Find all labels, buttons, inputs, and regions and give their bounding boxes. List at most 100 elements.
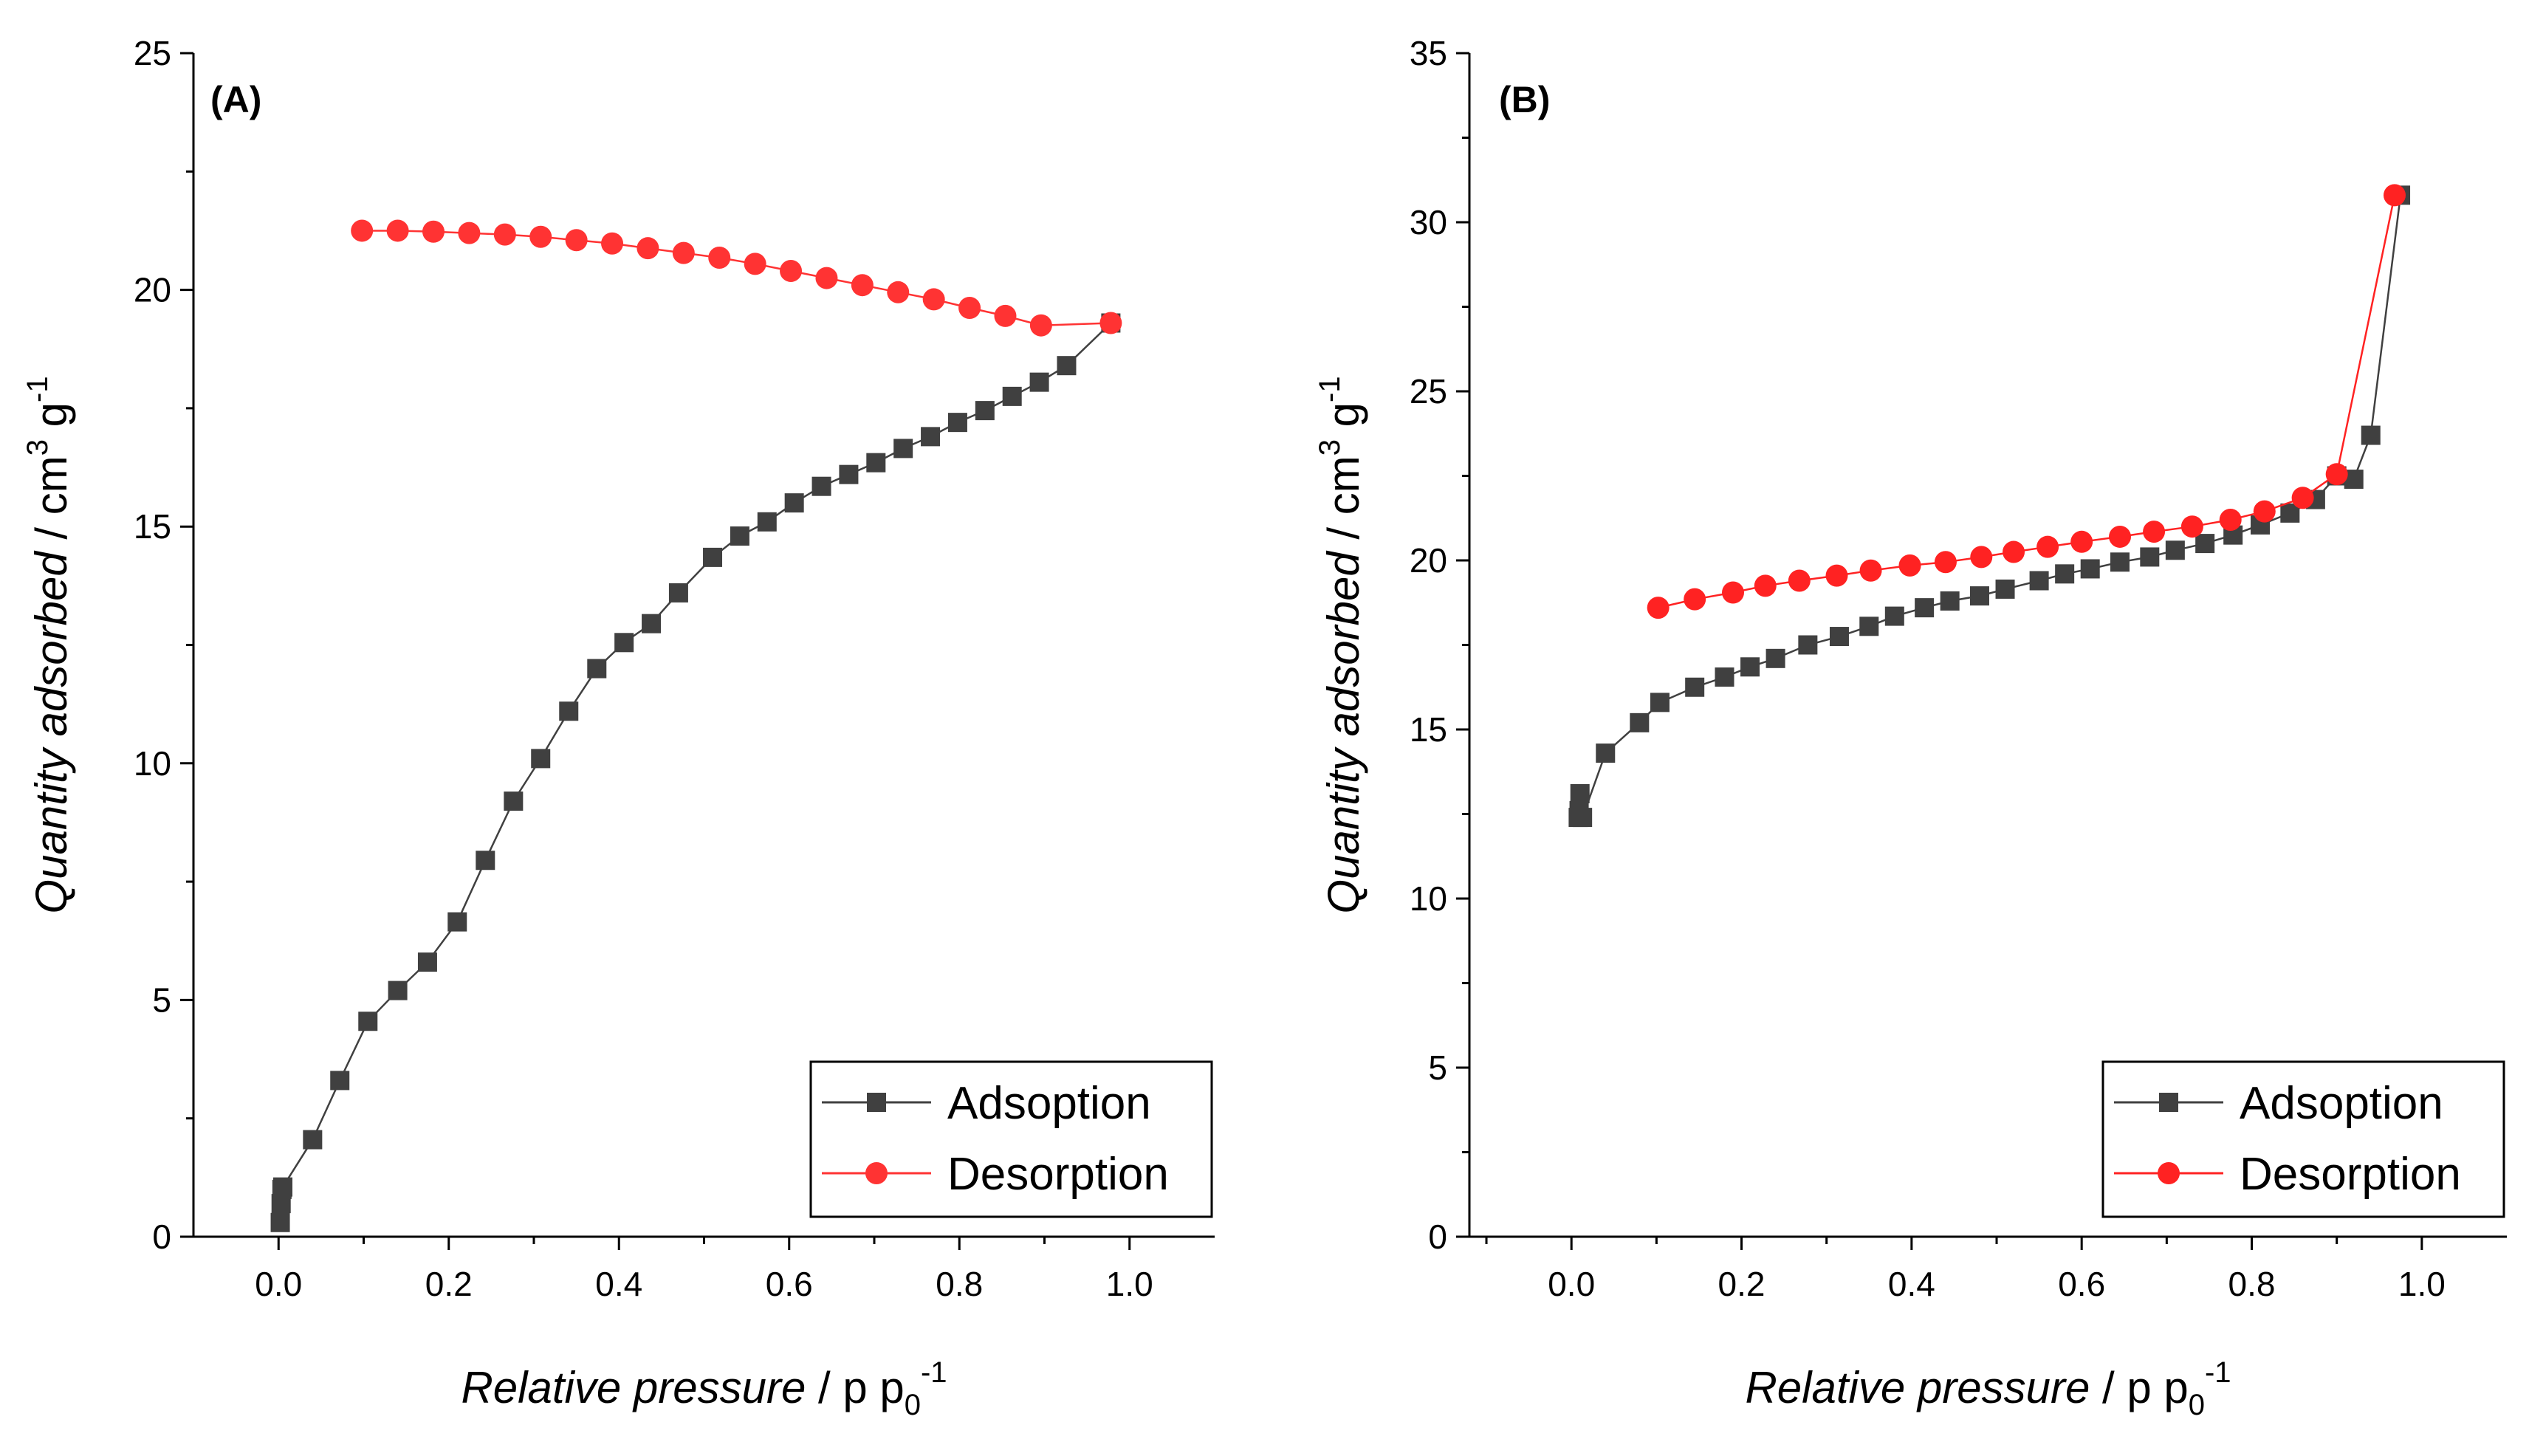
legend-label: Adsoption [947,1078,1151,1129]
x-tick-label: 0.4 [1888,1265,1935,1303]
desorption-point [887,281,910,303]
adsorption-point [1969,586,1989,606]
desorption-point [851,274,874,297]
adsorption-point [2080,559,2100,579]
desorption-point [780,259,803,282]
desorption-point [815,267,838,289]
series-adsoption [1568,185,2411,828]
adsorption-point [1995,579,2015,599]
desorption-point [2036,535,2059,558]
series-desorption [1647,184,2406,619]
desorption-point [636,237,659,260]
y-tick-label: 25 [1410,372,1447,411]
panel-label: (B) [1499,79,1550,120]
desorption-point [744,253,766,275]
legend-circle-marker [865,1162,888,1184]
adsorption-point [1650,693,1670,712]
adsorption-point [2055,564,2075,584]
legend-label: Desorption [2240,1149,2461,1200]
series-adsoption [270,313,1121,1232]
y-axis-title: Quantity adsorbed / cm3 g-1 [21,376,76,913]
desorption-point [1722,581,1745,604]
y-tick-label: 25 [134,34,171,72]
adsorption-point [947,413,967,433]
adsorption-point [921,427,941,447]
desorption-point [386,219,409,242]
legend: Adsoption Desorption [2101,1060,2505,1218]
desorption-point [1898,554,1921,577]
adsorption-point [447,912,467,932]
x-tick-label: 0.4 [595,1265,642,1303]
adsorption-point [2195,534,2215,554]
desorption-point [1099,312,1122,334]
x-tick-label: 0.2 [425,1265,473,1303]
adsorption-point [703,547,723,567]
legend-label: Desorption [947,1149,1169,1200]
desorption-point [601,232,624,255]
desorption-point [351,219,374,242]
y-tick-label: 15 [1410,710,1447,749]
legend-label: Adsoption [2240,1078,2443,1129]
adsorption-point [1915,598,1935,618]
adsorption-point [559,701,579,721]
desorption-point [1647,597,1670,619]
adsorption-point [1884,606,1904,626]
y-tick-label: 5 [152,981,171,1019]
x-tick-label: 0.6 [2058,1265,2105,1303]
x-tick-label: 0.0 [255,1265,302,1303]
adsorption-point [668,583,688,602]
adsorption-point [303,1130,323,1150]
adsorption-point [784,493,804,513]
desorption-point [2180,515,2203,538]
adsorption-point [1798,635,1818,655]
desorption-point [422,220,445,243]
desorption-point [708,246,731,269]
y-tick-label: 0 [1428,1218,1447,1256]
adsorption-point [730,526,749,546]
y-tick-label: 0 [152,1218,171,1256]
desorption-point [458,222,481,244]
adsorption-point [1829,627,1849,647]
adsorption-point [2029,571,2049,591]
adsorption-point [476,851,495,870]
adsorption-point [1740,657,1760,677]
desorption-point [1684,588,1706,611]
legend-circle-marker [2158,1162,2180,1184]
adsorption-point [504,791,524,811]
adsorption-point [417,952,437,972]
y-tick-label: 20 [1410,541,1447,580]
adsorption-point [1715,667,1734,687]
desorption-point [672,241,695,264]
desorption-point [2003,540,2025,563]
adsorption-point [273,1177,293,1197]
x-tick-label: 1.0 [1106,1265,1153,1303]
desorption-point [2219,509,2242,532]
legend-square-marker [867,1093,886,1112]
desorption-point [1859,559,1882,582]
y-tick-label: 5 [1428,1048,1447,1087]
adsorption-point [1940,591,1960,611]
desorption-point [1934,551,1957,574]
adsorption-point [1766,648,1785,668]
adsorption-point [2361,425,2381,445]
desorption-point [2383,184,2406,207]
desorption-point [1788,569,1811,592]
series-desorption [351,219,1122,337]
adsorption-point [2110,552,2130,572]
desorption-point [1029,314,1052,337]
adsorption-point [531,749,551,769]
desorption-point [529,225,552,248]
x-axis-title: Relative pressure / p p0-1 [1745,1356,2231,1421]
desorption-point [2143,521,2166,543]
adsorption-point [330,1071,350,1091]
desorption-point [2253,500,2276,523]
x-tick-label: 0.2 [1718,1265,1766,1303]
adsorption-point [1029,372,1049,392]
adsorption-point [757,512,777,532]
adsorption-point [1630,712,1650,732]
adsorption-point [866,453,886,473]
y-tick-label: 10 [134,744,171,783]
adsorption-point [1596,744,1616,763]
adsorption-point [1573,808,1593,828]
